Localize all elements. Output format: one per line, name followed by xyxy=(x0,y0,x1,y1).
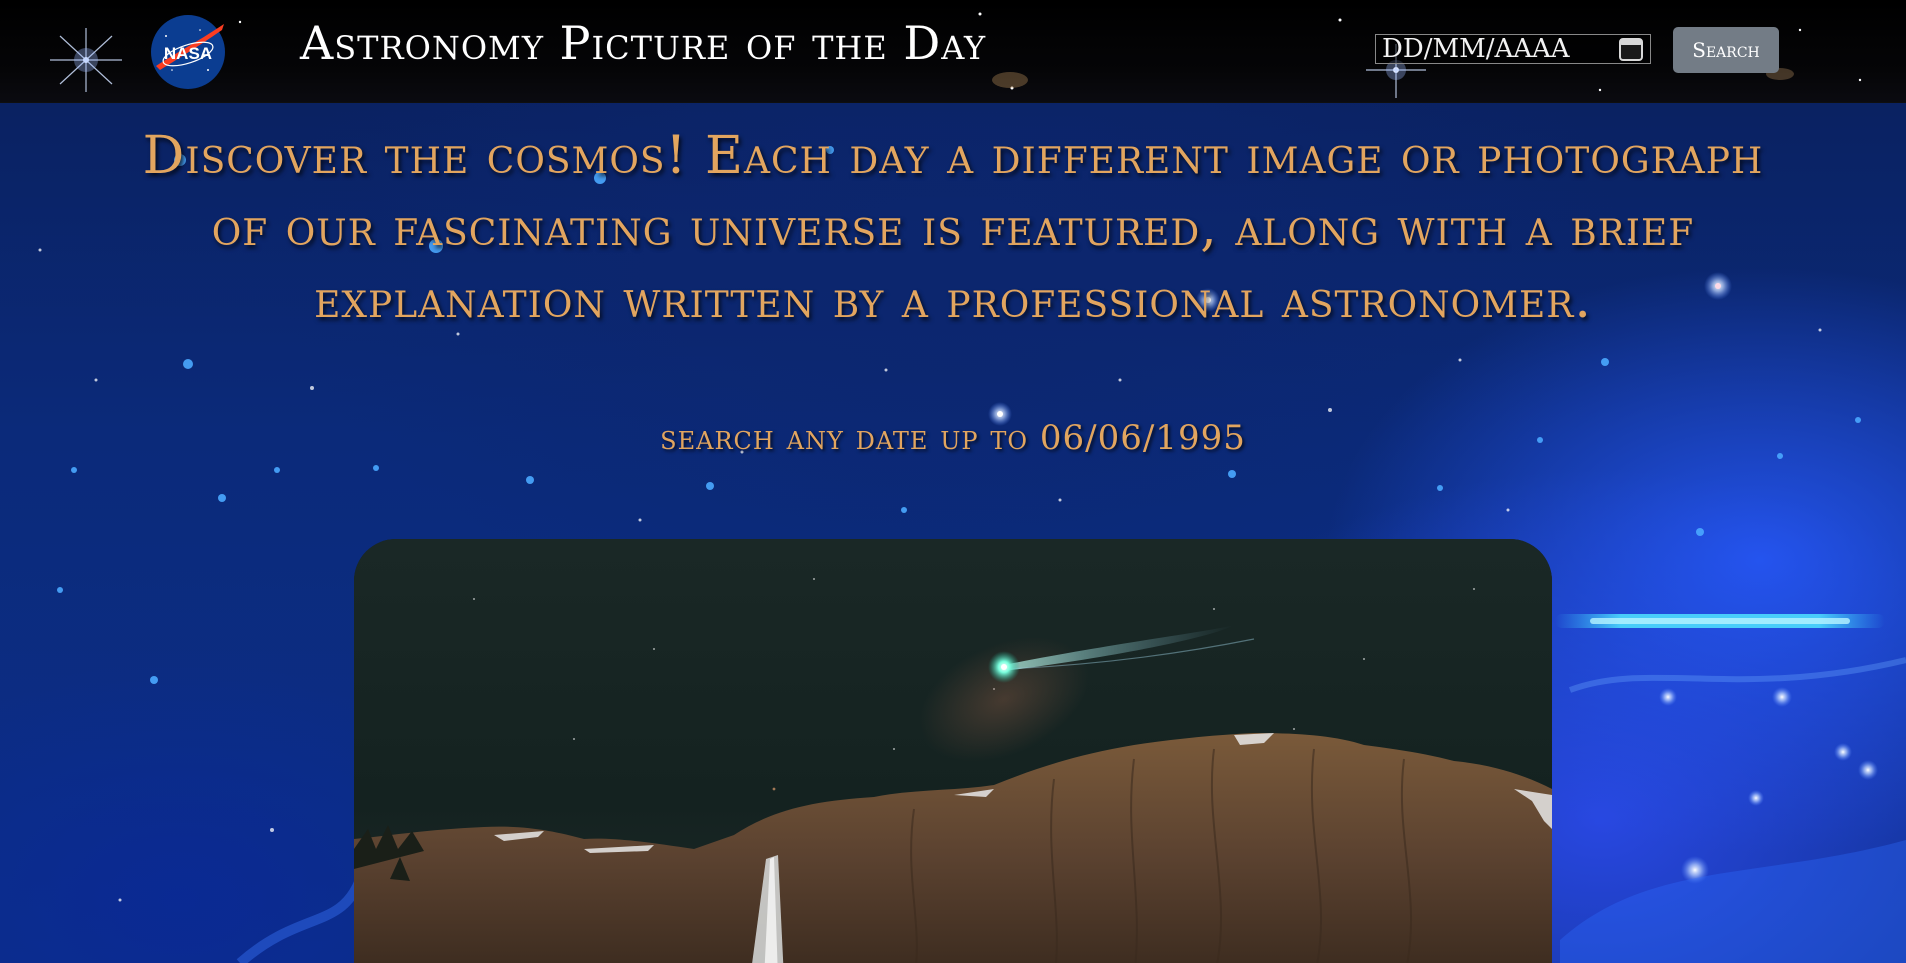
apod-image[interactable] xyxy=(354,539,1552,963)
date-input-value[interactable]: DD/MM/AAAA xyxy=(1382,34,1570,64)
calendar-icon[interactable] xyxy=(1618,36,1644,62)
search-hint: search any date up to 06/06/1995 xyxy=(660,418,1246,458)
search-button[interactable]: Search xyxy=(1673,27,1779,73)
nasa-logo-text: NASA xyxy=(164,44,212,63)
site-title: Astronomy Picture of the Day xyxy=(300,16,987,70)
apod-image-card[interactable] xyxy=(354,539,1552,963)
date-input[interactable]: DD/MM/AAAA xyxy=(1375,34,1651,64)
intro-text: Discover the cosmos! Each day a differen… xyxy=(142,126,1764,330)
nasa-logo-icon[interactable]: NASA xyxy=(150,14,226,90)
top-header: NASA Astronomy Picture of the Day DD/MM/… xyxy=(0,0,1906,103)
